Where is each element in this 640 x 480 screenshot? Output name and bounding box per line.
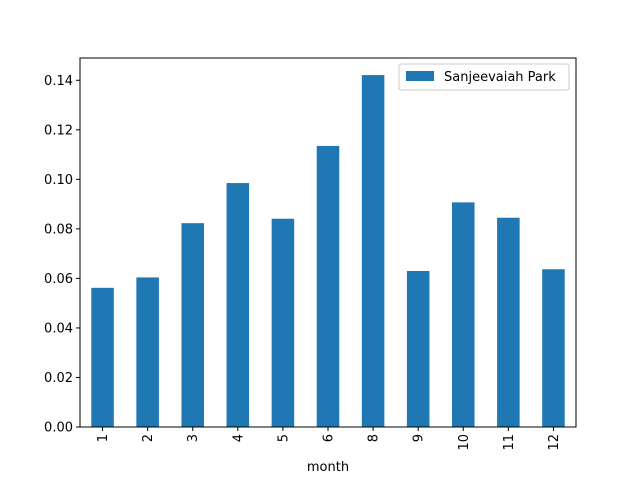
x-tick-label: 8	[367, 434, 382, 442]
bar-month-11	[497, 217, 520, 427]
bar-month-1	[91, 287, 114, 427]
legend-label: Sanjeevaiah Park	[444, 70, 556, 85]
plot-frame	[79, 57, 577, 428]
bars-group	[91, 75, 565, 427]
y-axis: 0.00 0.02 0.04 0.06 0.08 0.10 0.12 0.14	[44, 74, 80, 436]
x-tick-label: 10	[457, 434, 472, 451]
x-tick-label: 3	[186, 434, 201, 442]
bar-month-3	[181, 223, 204, 427]
y-tick-label: 0.12	[44, 123, 73, 138]
y-tick-label: 0.04	[44, 321, 73, 336]
x-tick-label: 12	[547, 434, 562, 451]
x-tick-label: 6	[322, 434, 337, 442]
bar-month-4	[226, 183, 250, 427]
y-tick-label: 0.10	[44, 173, 73, 188]
y-tick-label: 0.00	[44, 421, 73, 436]
bar-month-12	[542, 269, 565, 427]
y-tick-label: 0.02	[44, 371, 73, 386]
x-axis: 1 2 3 4 5 6 8 9 10 11 12	[96, 427, 562, 451]
legend-swatch	[406, 71, 434, 81]
y-tick-label: 0.08	[44, 222, 73, 237]
y-tick-label: 0.06	[44, 272, 73, 287]
x-tick-label: 11	[502, 434, 517, 451]
x-axis-label: month	[307, 460, 349, 475]
bar-month-10	[452, 202, 475, 427]
x-tick-label: 2	[141, 434, 156, 442]
bar-month-2	[136, 277, 159, 427]
bar-month-8	[361, 75, 385, 427]
bar-month-9	[406, 270, 430, 427]
x-tick-label: 5	[276, 434, 291, 442]
legend: Sanjeevaiah Park	[398, 63, 570, 91]
bar-month-5	[271, 218, 295, 427]
y-tick-label: 0.14	[44, 74, 73, 89]
x-tick-label: 1	[96, 434, 111, 442]
legend-box	[398, 63, 570, 91]
x-tick-label: 4	[231, 434, 246, 442]
x-tick-label: 9	[412, 434, 427, 442]
bar-month-6	[316, 145, 340, 427]
